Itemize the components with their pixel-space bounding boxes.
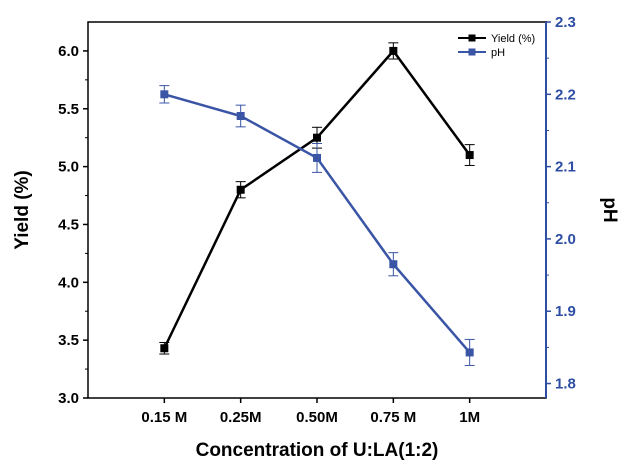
data-point-yield [389, 46, 398, 55]
left-tick-label: 3.0 [58, 390, 79, 407]
right-axis-ticks: 1.8 1.9 2.0 2.1 2.2 2.3 [546, 14, 576, 393]
data-point-ph [160, 90, 169, 99]
x-tick-label: 0.25M [220, 409, 262, 426]
left-axis-ticks: 3.0 3.5 4.0 4.5 5.0 5.5 6.0 [58, 43, 88, 407]
x-tick-label: 1M [459, 409, 480, 426]
left-tick-label: 5.5 [58, 101, 79, 118]
data-point-ph [389, 260, 398, 269]
left-tick-label: 6.0 [58, 43, 79, 60]
right-tick-label: 2.3 [555, 14, 576, 31]
legend-item-ph: pH [458, 47, 505, 59]
legend: Yield (%) pH [458, 33, 535, 59]
data-point-yield [160, 344, 169, 353]
right-tick-label: 2.0 [555, 231, 576, 248]
right-axis-title: pH [599, 197, 618, 222]
right-tick-label: 2.1 [555, 159, 576, 176]
right-tick-label: 1.8 [555, 376, 576, 393]
data-point-ph [465, 348, 474, 357]
left-tick-label: 5.0 [58, 159, 79, 176]
data-point-yield [236, 185, 245, 194]
x-axis-ticks: 0.15 M 0.25M 0.50M 0.75 M 1M [141, 398, 480, 426]
legend-marker-yield [468, 34, 476, 42]
data-point-yield [465, 151, 474, 160]
data-point-ph [313, 153, 321, 162]
left-tick-label: 4.5 [58, 216, 79, 233]
right-tick-label: 1.9 [555, 303, 576, 320]
left-tick-label: 4.0 [58, 274, 79, 291]
left-axis-title: Yield (%) [12, 170, 33, 250]
data-point-yield [313, 133, 321, 142]
right-tick-label: 2.2 [555, 86, 576, 103]
legend-marker-ph [468, 48, 476, 56]
legend-item-yield: Yield (%) [458, 33, 535, 45]
x-tick-label: 0.50M [296, 409, 338, 426]
series-layer [159, 42, 475, 366]
legend-label-yield: Yield (%) [491, 33, 535, 45]
plot-frame [87, 21, 547, 399]
legend-label-ph: pH [491, 47, 505, 59]
x-tick-label: 0.75 M [370, 409, 416, 426]
series-line-yield [163, 48, 471, 349]
data-point-ph [236, 112, 245, 120]
left-tick-label: 3.5 [58, 332, 79, 349]
x-tick-label: 0.15 M [141, 409, 187, 426]
x-axis-title: Concentration of U:LA(1:2) [196, 440, 439, 461]
